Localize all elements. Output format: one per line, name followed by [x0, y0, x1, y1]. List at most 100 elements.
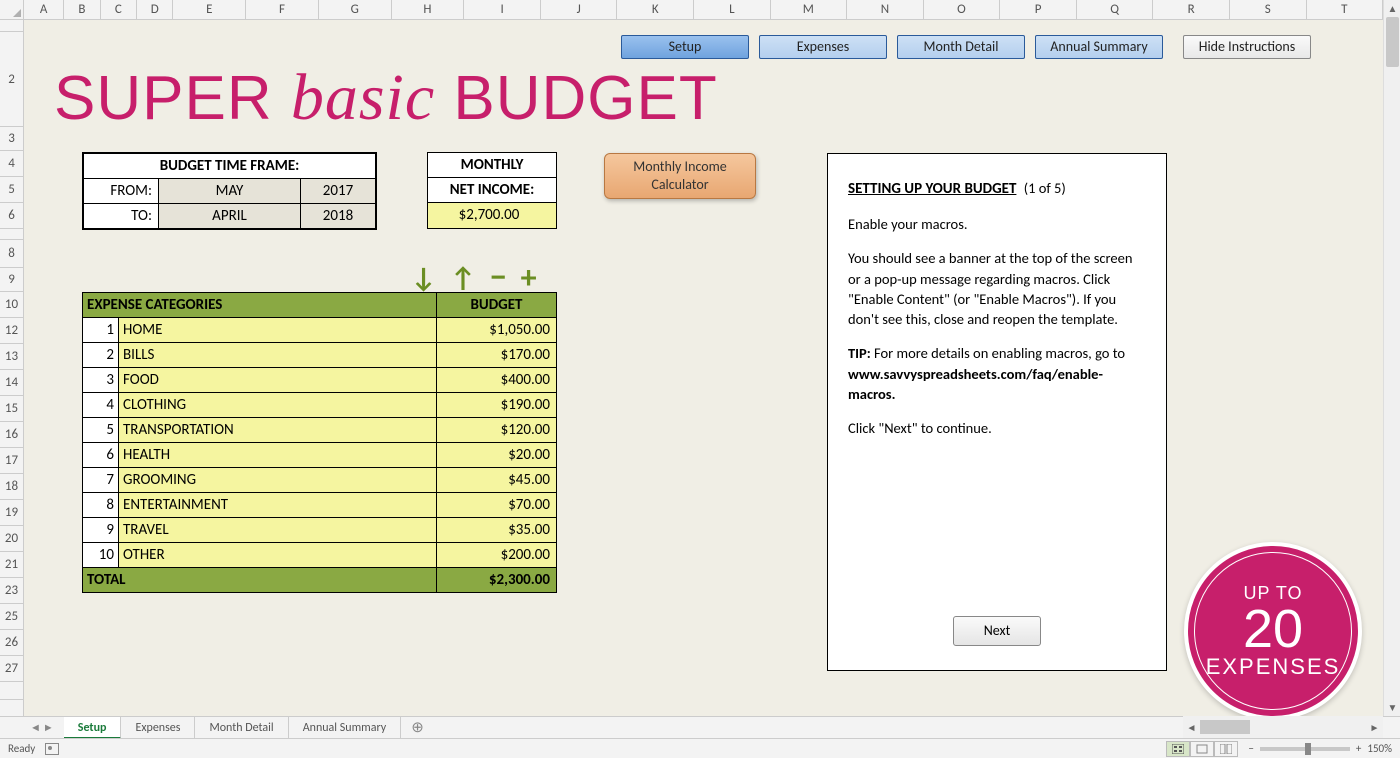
- category-name-cell[interactable]: ENTERTAINMENT: [119, 493, 437, 518]
- category-name-cell[interactable]: BILLS: [119, 343, 437, 368]
- row-header-26[interactable]: 26: [0, 630, 23, 656]
- sheet-tab-annual-summary[interactable]: Annual Summary: [289, 717, 401, 739]
- hscroll-thumb[interactable]: [1200, 720, 1250, 734]
- col-header-H[interactable]: H: [392, 0, 465, 19]
- sheet-tab-month-detail[interactable]: Month Detail: [195, 717, 288, 739]
- category-name-cell[interactable]: HOME: [119, 318, 437, 343]
- scroll-thumb[interactable]: [1386, 17, 1399, 67]
- col-header-P[interactable]: P: [1000, 0, 1077, 19]
- macro-record-icon[interactable]: [45, 743, 59, 755]
- zoom-value[interactable]: 150%: [1367, 742, 1392, 755]
- tab-prev-icon[interactable]: ◄: [30, 721, 41, 734]
- tab-nav-arrows[interactable]: ◄ ►: [30, 721, 54, 734]
- row-header-3[interactable]: 3: [0, 127, 23, 151]
- move-up-icon[interactable]: ↑: [450, 260, 475, 295]
- category-name-cell[interactable]: TRANSPORTATION: [119, 418, 437, 443]
- row-header-9[interactable]: 9: [0, 268, 23, 292]
- col-header-G[interactable]: G: [319, 0, 392, 19]
- col-header-N[interactable]: N: [847, 0, 924, 19]
- category-name-cell[interactable]: OTHER: [119, 543, 437, 568]
- select-all-corner[interactable]: [0, 0, 24, 20]
- normal-view-icon[interactable]: [1166, 741, 1190, 757]
- page-layout-view-icon[interactable]: [1190, 741, 1214, 757]
- row-header-4[interactable]: 4: [0, 151, 23, 177]
- category-budget-cell[interactable]: $120.00: [437, 418, 557, 443]
- col-header-Q[interactable]: Q: [1077, 0, 1154, 19]
- col-header-M[interactable]: M: [771, 0, 848, 19]
- column-headers[interactable]: ABCDEFGHIJKLMNOPQRST: [24, 0, 1383, 20]
- horizontal-scrollbar[interactable]: ◄ ►: [1183, 716, 1383, 738]
- category-budget-cell[interactable]: $400.00: [437, 368, 557, 393]
- category-budget-cell[interactable]: $200.00: [437, 543, 557, 568]
- category-budget-cell[interactable]: $45.00: [437, 468, 557, 493]
- col-header-B[interactable]: B: [64, 0, 100, 19]
- nav-month-detail-button[interactable]: Month Detail: [897, 35, 1025, 59]
- col-header-D[interactable]: D: [137, 0, 173, 19]
- income-calculator-button[interactable]: Monthly Income Calculator: [604, 153, 756, 199]
- row-header-5[interactable]: 5: [0, 177, 23, 203]
- row-header-18[interactable]: 18: [0, 474, 23, 500]
- row-header-6[interactable]: 6: [0, 203, 23, 229]
- category-name-cell[interactable]: CLOTHING: [119, 393, 437, 418]
- row-header-8[interactable]: 8: [0, 240, 23, 268]
- col-header-A[interactable]: A: [24, 0, 64, 19]
- to-year-cell[interactable]: 2018: [300, 204, 375, 229]
- zoom-slider[interactable]: [1260, 747, 1350, 751]
- scroll-up-icon[interactable]: ▲: [1384, 0, 1400, 17]
- col-header-L[interactable]: L: [694, 0, 771, 19]
- col-header-E[interactable]: E: [173, 0, 246, 19]
- category-name-cell[interactable]: TRAVEL: [119, 518, 437, 543]
- hscroll-left-icon[interactable]: ◄: [1183, 721, 1200, 734]
- row-header-14[interactable]: 14: [0, 370, 23, 396]
- to-month-cell[interactable]: APRIL: [159, 204, 301, 229]
- from-month-cell[interactable]: MAY: [159, 179, 301, 204]
- nav-expenses-button[interactable]: Expenses: [759, 35, 887, 59]
- sheet-tab-expenses[interactable]: Expenses: [121, 717, 195, 739]
- category-budget-cell[interactable]: $170.00: [437, 343, 557, 368]
- nav-annual-summary-button[interactable]: Annual Summary: [1035, 35, 1163, 59]
- col-header-R[interactable]: R: [1153, 0, 1230, 19]
- hscroll-right-icon[interactable]: ►: [1366, 721, 1383, 734]
- row-header-12[interactable]: 12: [0, 318, 23, 344]
- row-header-25[interactable]: 25: [0, 604, 23, 630]
- category-budget-cell[interactable]: $70.00: [437, 493, 557, 518]
- row-header-21[interactable]: 21: [0, 552, 23, 578]
- row-header-13[interactable]: 13: [0, 344, 23, 370]
- hide-instructions-button[interactable]: Hide Instructions: [1183, 35, 1311, 59]
- row-header-23[interactable]: 23: [0, 578, 23, 604]
- row-header-15[interactable]: 15: [0, 396, 23, 422]
- tab-next-icon[interactable]: ►: [43, 721, 54, 734]
- col-header-C[interactable]: C: [101, 0, 137, 19]
- category-budget-cell[interactable]: $1,050.00: [437, 318, 557, 343]
- row-header-2[interactable]: 2: [0, 32, 23, 127]
- row-headers[interactable]: 2345689101213141516171819202123252627: [0, 20, 24, 716]
- sheet-tab-setup[interactable]: Setup: [64, 717, 122, 739]
- scroll-down-icon[interactable]: ▼: [1384, 699, 1400, 716]
- zoom-in-icon[interactable]: +: [1356, 742, 1361, 755]
- vertical-scrollbar[interactable]: ▲ ▼: [1383, 0, 1400, 716]
- col-header-J[interactable]: J: [541, 0, 618, 19]
- row-header-27[interactable]: 27: [0, 656, 23, 682]
- row-header-19[interactable]: 19: [0, 500, 23, 526]
- category-budget-cell[interactable]: $35.00: [437, 518, 557, 543]
- add-sheet-button[interactable]: ⊕: [401, 718, 434, 737]
- net-income-value[interactable]: $2,700.00: [428, 203, 556, 228]
- category-name-cell[interactable]: GROOMING: [119, 468, 437, 493]
- row-header-17[interactable]: 17: [0, 448, 23, 474]
- row-header-10[interactable]: 10: [0, 292, 23, 318]
- col-header-I[interactable]: I: [464, 0, 541, 19]
- category-name-cell[interactable]: FOOD: [119, 368, 437, 393]
- category-budget-cell[interactable]: $190.00: [437, 393, 557, 418]
- category-name-cell[interactable]: HEALTH: [119, 443, 437, 468]
- from-year-cell[interactable]: 2017: [300, 179, 375, 204]
- col-header-T[interactable]: T: [1307, 0, 1384, 19]
- zoom-out-icon[interactable]: −: [1248, 742, 1253, 755]
- page-break-view-icon[interactable]: [1214, 741, 1238, 757]
- next-button[interactable]: Next: [953, 616, 1041, 646]
- zoom-control[interactable]: − + 150%: [1248, 742, 1392, 755]
- row-header-20[interactable]: 20: [0, 526, 23, 552]
- category-budget-cell[interactable]: $20.00: [437, 443, 557, 468]
- col-header-S[interactable]: S: [1230, 0, 1307, 19]
- nav-setup-button[interactable]: Setup: [621, 35, 749, 59]
- move-down-icon[interactable]: ↓: [411, 260, 436, 295]
